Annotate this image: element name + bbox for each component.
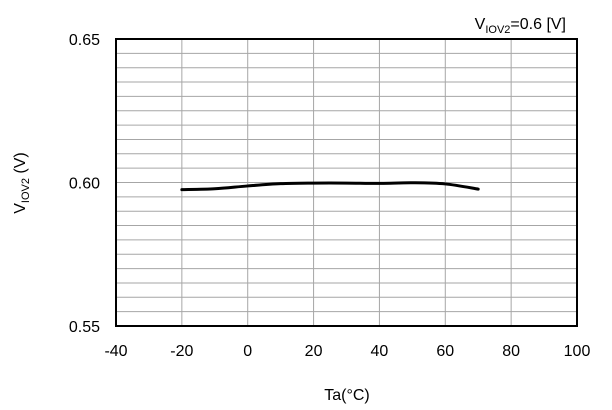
condition-label-rest: =0.6 [V] (510, 16, 566, 33)
x-tick-label: 80 (502, 343, 520, 360)
condition-label: VIOV2=0.6 [V] (475, 16, 566, 36)
condition-label-subscript: IOV2 (485, 24, 510, 36)
condition-label-main: V (475, 16, 486, 33)
x-tick-label: 60 (436, 343, 454, 360)
x-tick-label: -40 (104, 343, 127, 360)
y-axis-title-main: V (12, 203, 29, 214)
y-tick-labels: 0.55 0.60 0.65 (69, 32, 100, 336)
y-axis-title-subscript: IOV2 (20, 178, 32, 203)
x-tick-label: -20 (170, 343, 193, 360)
y-tick-label: 0.60 (69, 176, 100, 193)
y-axis-title: VIOV2 (V) (12, 152, 32, 214)
series-layer (180, 181, 480, 192)
grid (116, 39, 577, 326)
x-tick-label: 40 (371, 343, 389, 360)
y-tick-label: 0.65 (69, 32, 100, 49)
y-axis-title-unit: (V) (12, 152, 29, 178)
x-tick-label: 20 (305, 343, 323, 360)
x-tick-label: 100 (564, 343, 591, 360)
plot-frame (115, 38, 578, 327)
series-line (180, 181, 480, 192)
x-axis-title: Ta(°C) (324, 387, 370, 404)
x-tick-labels: -40 -20 0 20 40 60 80 100 (104, 343, 590, 360)
x-tick-label: 0 (243, 343, 252, 360)
y-tick-label: 0.55 (69, 319, 100, 336)
